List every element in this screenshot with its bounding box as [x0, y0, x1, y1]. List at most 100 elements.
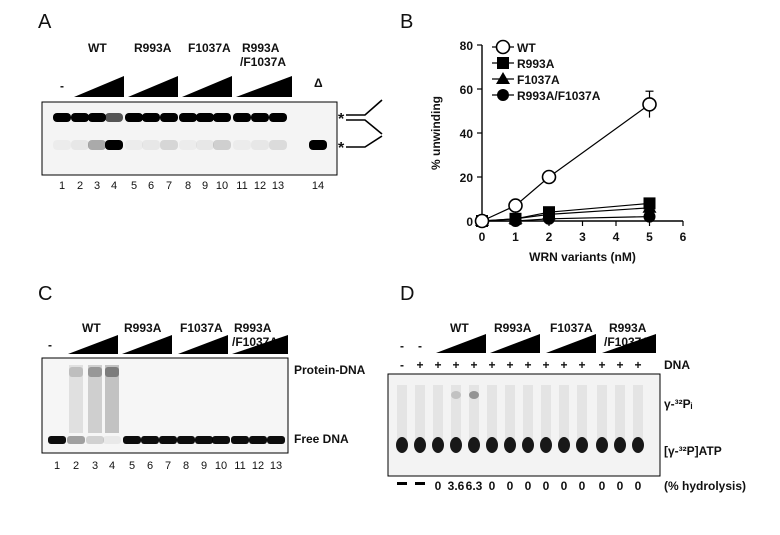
- panel-c-wedge-r993a: [122, 335, 172, 354]
- panel-a-bands: [53, 113, 327, 150]
- panel-c-protein-dna-label: Protein-DNA: [294, 363, 366, 377]
- panel-d-letter: D: [400, 283, 414, 305]
- panel-a-minus: -: [60, 79, 64, 93]
- legend-entry: F1037A: [517, 73, 560, 87]
- lane-number: 1: [59, 180, 65, 192]
- panel-a-product-icon: [346, 135, 383, 148]
- band-free-dna: [195, 436, 213, 444]
- panel-b-chart: 0 20 40 60 80 0 1 2 3 4 5 6 WRN variants (nM) % unwin…: [429, 39, 687, 264]
- panel-c-free-dna-label: Free DNA: [294, 432, 349, 446]
- lane-number: 10: [215, 460, 227, 472]
- band-free-dna: [177, 436, 195, 444]
- dna-sign: +: [506, 358, 513, 372]
- panel-a-wedge-f1037a: [182, 76, 232, 97]
- band-free-dna: [267, 436, 285, 444]
- smear-protein-dna: [105, 365, 119, 433]
- panel-c-wedge-f1037a: [178, 335, 228, 354]
- panel-a-wedge-r993a: [128, 76, 178, 97]
- legend-entry: WT: [517, 41, 536, 55]
- panel-d-label-f1037a: F1037A: [550, 321, 593, 335]
- panel-d-dna-signs: - + + + + + + + + + + + + +: [400, 358, 642, 372]
- panel-a-letter: A: [38, 11, 52, 33]
- smear-protein-dna: [69, 365, 83, 433]
- lane-streak: [559, 385, 569, 440]
- hydrolysis-dash: [415, 482, 425, 485]
- data-point: [643, 197, 656, 210]
- panel-a-wedge-double: [236, 76, 292, 97]
- panel-a-lane-numbers: 1 2 3 4 5 6 7 8 9 10 11 12 13 14: [59, 180, 324, 192]
- spot-atp: [576, 437, 588, 453]
- panel-d-label-double-1: R993A: [609, 321, 647, 335]
- band-free-dna: [249, 436, 267, 444]
- hydrolysis-value: 6.3: [466, 479, 483, 493]
- hydrolysis-value: 0: [561, 479, 568, 493]
- band-product: [309, 140, 327, 150]
- panel-c-lane-numbers: 1 2 3 4 5 6 7 8 9 10 11 12 13: [54, 460, 282, 472]
- lane-streak: [541, 385, 551, 440]
- lane-number: 14: [312, 180, 324, 192]
- panel-d-wedge-double: [602, 334, 656, 353]
- hydrolysis-value: 3.6: [448, 479, 465, 493]
- band-product: [233, 140, 251, 150]
- panel-c-label-double-1: R993A: [234, 321, 272, 335]
- hydrolysis-value: 0: [543, 479, 550, 493]
- dna-sign: +: [524, 358, 531, 372]
- hydrolysis-value: 0: [579, 479, 586, 493]
- legend-marker: [497, 89, 509, 101]
- band-protein-dna: [69, 367, 83, 377]
- smear-protein-dna: [88, 365, 102, 433]
- spot-atp: [432, 437, 444, 453]
- lane-number: 7: [166, 180, 172, 192]
- x-tick-label: 6: [680, 230, 687, 244]
- y-tick-label: 20: [460, 171, 474, 185]
- lane-number: 10: [216, 180, 228, 192]
- panel-a-label-r993a: R993A: [134, 41, 172, 55]
- panel-d-wedge-r993a: [490, 334, 540, 353]
- lane-number: 3: [94, 180, 100, 192]
- x-tick-label: 1: [512, 230, 519, 244]
- legend-marker: [497, 57, 509, 69]
- data-point: [642, 97, 657, 112]
- dna-sign: +: [542, 358, 549, 372]
- panel-d-label-r993a: R993A: [494, 321, 532, 335]
- lane-number: 12: [252, 460, 264, 472]
- legend-marker: [496, 72, 510, 84]
- dna-sign: +: [578, 358, 585, 372]
- lane-streak: [633, 385, 643, 440]
- spot-atp: [504, 437, 516, 453]
- protein-sign: -: [400, 339, 404, 353]
- lane-number: 13: [270, 460, 282, 472]
- band-substrate: [105, 113, 123, 122]
- panel-d-tlc: [387, 373, 661, 477]
- lane-streak: [577, 385, 587, 440]
- band-product: [88, 140, 106, 150]
- panel-d-protein-signs: --: [400, 339, 422, 353]
- panel-c-label-wt: WT: [82, 321, 101, 335]
- dna-sign: +: [470, 358, 477, 372]
- band-product: [71, 140, 89, 150]
- panel-d-wedge-wt: [436, 334, 486, 353]
- legend-entry: R993A/F1037A: [517, 89, 601, 103]
- panel-d-wedge-f1037a: [546, 334, 596, 353]
- panel-a-forked-substrate-icon: [346, 99, 383, 135]
- hydrolysis-value: 0: [525, 479, 532, 493]
- panel-d-pi-label: γ-³²Pᵢ: [664, 397, 693, 411]
- dna-sign: +: [434, 358, 441, 372]
- lane-number: 8: [183, 460, 189, 472]
- spot-atp: [396, 437, 408, 453]
- lane-streak: [615, 385, 625, 440]
- band-free-dna: [67, 436, 85, 444]
- lane-number: 8: [185, 180, 191, 192]
- band-substrate: [71, 113, 89, 122]
- lane-number: 6: [148, 180, 154, 192]
- panel-a-label-f1037a: F1037A: [188, 41, 231, 55]
- band-substrate: [125, 113, 143, 122]
- panel-a-star-bottom: *: [338, 140, 345, 157]
- lane-number: 7: [165, 460, 171, 472]
- lane-number: 4: [111, 180, 117, 192]
- hydrolysis-value: 0: [489, 479, 496, 493]
- band-free-dna: [141, 436, 159, 444]
- lane-number: 9: [202, 180, 208, 192]
- lane-number: 6: [147, 460, 153, 472]
